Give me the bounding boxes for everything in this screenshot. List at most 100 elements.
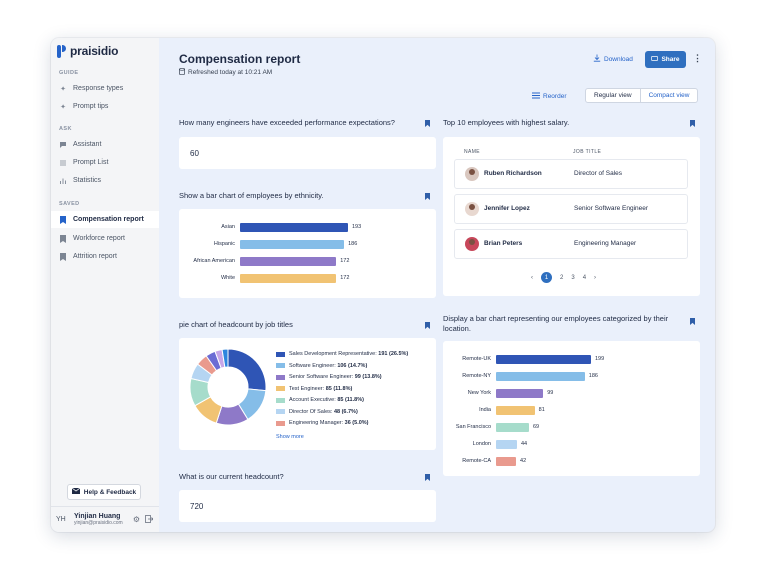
- bar[interactable]: [240, 257, 337, 266]
- bookmark-icon: [59, 252, 67, 261]
- table-row[interactable]: Brian Peters Engineering Manager: [454, 229, 688, 259]
- column-header-name: NAME: [464, 149, 481, 155]
- user-email: yinjian@praisidio.com: [74, 520, 123, 526]
- compact-view-button[interactable]: Compact view: [639, 89, 698, 102]
- widget-question-location: Display a bar chart representing our emp…: [443, 314, 669, 333]
- legend-swatch: [276, 420, 285, 426]
- more-options-icon[interactable]: ⋮: [693, 53, 702, 63]
- bookmark-icon[interactable]: [425, 474, 430, 481]
- sidebar-item-statistics[interactable]: Statistics: [51, 172, 159, 189]
- sparkle-icon: ✦: [60, 103, 66, 111]
- sidebar-item-assistant[interactable]: Assistant: [51, 136, 159, 153]
- bookmark-icon[interactable]: [690, 318, 695, 325]
- table-row[interactable]: Jennifer Lopez Senior Software Engineer: [454, 194, 688, 224]
- bar[interactable]: [240, 240, 345, 249]
- gear-icon[interactable]: ⚙: [132, 514, 140, 524]
- bar[interactable]: [496, 372, 585, 381]
- refreshed-label: Refreshed today at 10:21 AM: [188, 69, 273, 76]
- sidebar-item-attrition-report[interactable]: Attrition report: [51, 248, 159, 265]
- sidebar-item-label: Prompt List: [73, 159, 109, 166]
- page-1-button[interactable]: 1: [541, 272, 552, 283]
- bookmark-icon[interactable]: [425, 120, 430, 127]
- headcount-pie-chart: [189, 348, 267, 426]
- column-header-job-title: JOB TITLE: [573, 149, 602, 155]
- sidebar-item-response-types[interactable]: ✦ Response types: [51, 80, 159, 97]
- sidebar-item-workforce-report[interactable]: Workforce report: [51, 230, 159, 247]
- bar[interactable]: [496, 355, 591, 364]
- sidebar-item-prompt-tips[interactable]: ✦ Prompt tips: [51, 98, 159, 115]
- section-title-ask: ASK: [59, 126, 72, 132]
- sidebar-item-label: Statistics: [73, 177, 102, 184]
- mail-icon: [71, 487, 81, 496]
- bar[interactable]: [496, 406, 535, 415]
- employee-job-title: Director of Sales: [574, 170, 623, 177]
- database-icon: [179, 67, 185, 77]
- bar[interactable]: [240, 223, 348, 232]
- view-toggle: Regular view Compact view: [585, 88, 699, 103]
- employee-name: Jennifer Lopez: [484, 205, 530, 212]
- bar-value-label: 172: [340, 275, 350, 281]
- legend-item: Engineering Manager: 36 (5.0%): [276, 420, 369, 426]
- avatar: YH: [56, 516, 66, 523]
- legend-item: Director Of Sales: 48 (6.7%): [276, 409, 358, 415]
- sidebar-item-label: Compensation report: [73, 216, 144, 223]
- brand-logo[interactable]: praisidio: [57, 44, 118, 58]
- bar[interactable]: [496, 389, 544, 398]
- sidebar-item-compensation-report[interactable]: Compensation report: [51, 211, 159, 228]
- bar[interactable]: [496, 423, 529, 432]
- legend-value: 85 (11.8%): [325, 385, 353, 392]
- bar-value-label: 172: [340, 258, 350, 264]
- bar-label: London: [472, 441, 491, 447]
- legend-item: Senior Software Engineer: 99 (13.8%): [276, 374, 382, 380]
- logout-icon[interactable]: [145, 514, 154, 525]
- legend-item: Sales Development Representative: 191 (2…: [276, 351, 408, 357]
- pie-chart-card: Sales Development Representative: 191 (2…: [179, 338, 436, 450]
- pie-slice[interactable]: [221, 348, 229, 368]
- regular-view-button[interactable]: Regular view: [594, 92, 632, 99]
- bookmark-icon[interactable]: [690, 120, 695, 127]
- share-button[interactable]: Share: [645, 51, 686, 68]
- bar[interactable]: [240, 274, 337, 283]
- bar-value-label: 193: [352, 224, 362, 230]
- app-window: praisidio GUIDE ✦ Response types ✦ Promp…: [51, 38, 715, 532]
- legend-swatch: [276, 386, 285, 391]
- bar-value-label: 186: [588, 373, 598, 379]
- legend-value: 85 (11.8%): [337, 397, 364, 403]
- refreshed-status: Refreshed today at 10:21 AM: [179, 67, 273, 77]
- headcount-value: 720: [190, 502, 204, 511]
- help-feedback-button[interactable]: Help & Feedback: [67, 484, 141, 500]
- avatar: [465, 167, 479, 181]
- legend-label: Director Of Sales: 48 (6.7%): [289, 408, 358, 415]
- bar-label: Remote-CA: [462, 458, 491, 464]
- engineers-value: 60: [190, 149, 199, 158]
- bookmark-icon[interactable]: [425, 322, 430, 329]
- legend-item: Test Engineer: 85 (11.8%): [276, 386, 352, 392]
- main-content: Compensation report Refreshed today at 1…: [159, 38, 715, 532]
- legend-value: 106 (14.7%): [337, 362, 368, 369]
- bar-value-label: 81: [538, 407, 545, 413]
- bar-label: Remote-UK: [462, 356, 491, 362]
- legend-label: Sales Development Representative: 191 (2…: [289, 351, 409, 357]
- bookmark-icon[interactable]: [425, 193, 430, 200]
- sidebar-item-label: Attrition report: [73, 253, 117, 260]
- page-4-button[interactable]: 4: [582, 274, 587, 281]
- table-row[interactable]: Ruben Richardson Director of Sales: [454, 159, 688, 189]
- bar-value-label: 99: [547, 390, 554, 396]
- sidebar-item-label: Assistant: [73, 141, 102, 148]
- bookmark-icon: [59, 215, 67, 224]
- ethnicity-chart-card: Asian 193 Hispanic 186 African American 172 Wh…: [179, 209, 436, 298]
- sidebar-item-prompt-list[interactable]: Prompt List: [51, 154, 159, 171]
- prev-page-button[interactable]: ‹: [531, 274, 533, 281]
- location-chart-card: Remote-UK 199 Remote-NY 186 New York 99 India 8…: [443, 341, 700, 476]
- pie-slice[interactable]: [227, 348, 267, 392]
- page-2-button[interactable]: 2: [560, 274, 564, 281]
- bar[interactable]: [496, 457, 517, 466]
- avatar: [465, 237, 479, 251]
- bar[interactable]: [496, 440, 517, 449]
- page-3-button[interactable]: 3: [571, 274, 575, 281]
- next-page-button[interactable]: ›: [594, 274, 597, 281]
- download-button[interactable]: Download: [593, 54, 633, 64]
- reorder-button[interactable]: Reorder: [532, 92, 566, 101]
- show-more-link[interactable]: Show more: [276, 434, 304, 440]
- sparkle-icon: ✦: [60, 85, 66, 93]
